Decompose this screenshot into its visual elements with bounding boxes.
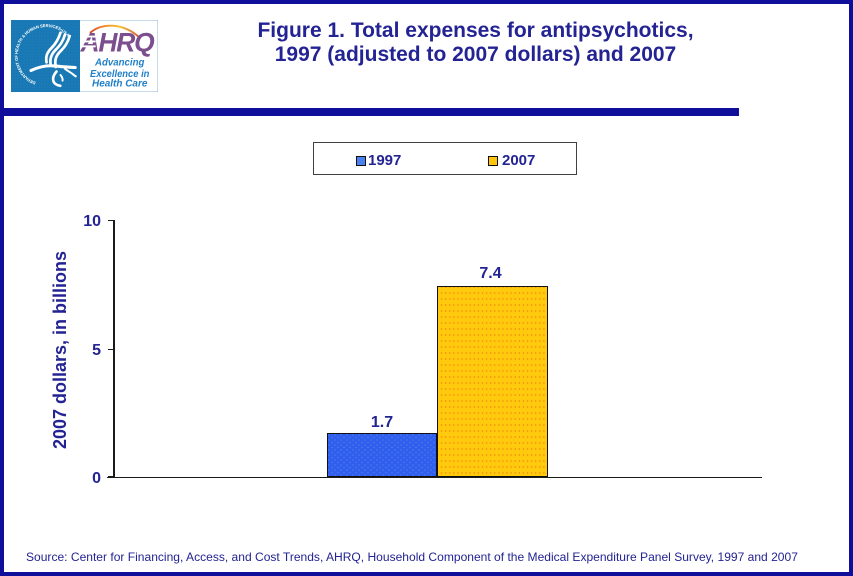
svg-text:Advancing: Advancing <box>94 56 145 68</box>
svg-text:Excellence in: Excellence in <box>90 68 149 80</box>
svg-text:Health Care: Health Care <box>92 78 148 90</box>
